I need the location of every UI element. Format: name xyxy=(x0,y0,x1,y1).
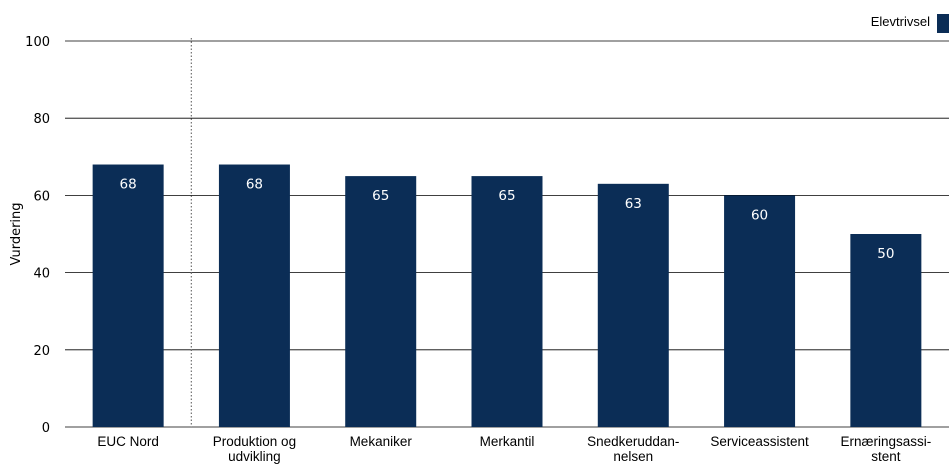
x-category-label: Mekaniker xyxy=(350,434,413,449)
x-category-label: EUC Nord xyxy=(97,434,159,449)
x-category-label: Ernæringsassi-stent xyxy=(840,434,931,464)
bar xyxy=(92,164,164,427)
y-tick-label: 60 xyxy=(33,189,50,204)
data-label: 65 xyxy=(498,188,515,204)
x-category-label: Serviceassistent xyxy=(710,434,809,449)
bar xyxy=(471,176,543,427)
bar xyxy=(345,176,417,427)
data-label: 68 xyxy=(246,177,263,193)
bars: 68 68 65 65 63 60 50 xyxy=(92,164,922,427)
data-label: 65 xyxy=(372,188,389,204)
x-category-label: Merkantil xyxy=(480,434,535,449)
bar xyxy=(218,164,290,427)
data-label: 50 xyxy=(877,246,894,262)
data-label: 63 xyxy=(625,196,642,212)
legend-label: Elevtrivsel xyxy=(871,14,930,29)
x-category-label: Snedkeruddan-nelsen xyxy=(587,434,679,464)
y-tick-label: 80 xyxy=(33,112,50,127)
x-category-label: Produktion og udvikling xyxy=(213,434,296,464)
y-tick-label: 40 xyxy=(33,267,50,282)
bar xyxy=(724,195,796,427)
y-tick-labels: 0 20 40 60 80 100 xyxy=(25,35,50,436)
y-axis-label: Vurdering xyxy=(9,202,24,265)
data-label: 60 xyxy=(751,207,768,223)
x-category-labels: EUC Nord Produktion og udvikling Mekaniker M… xyxy=(97,434,931,464)
y-tick-label: 100 xyxy=(25,35,50,50)
legend-swatch xyxy=(937,14,949,33)
data-label: 68 xyxy=(120,177,137,193)
y-tick-label: 20 xyxy=(33,344,50,359)
y-tick-label: 0 xyxy=(42,421,50,436)
bar xyxy=(597,183,669,427)
legend: Elevtrivsel xyxy=(871,14,949,33)
bar xyxy=(850,234,922,427)
